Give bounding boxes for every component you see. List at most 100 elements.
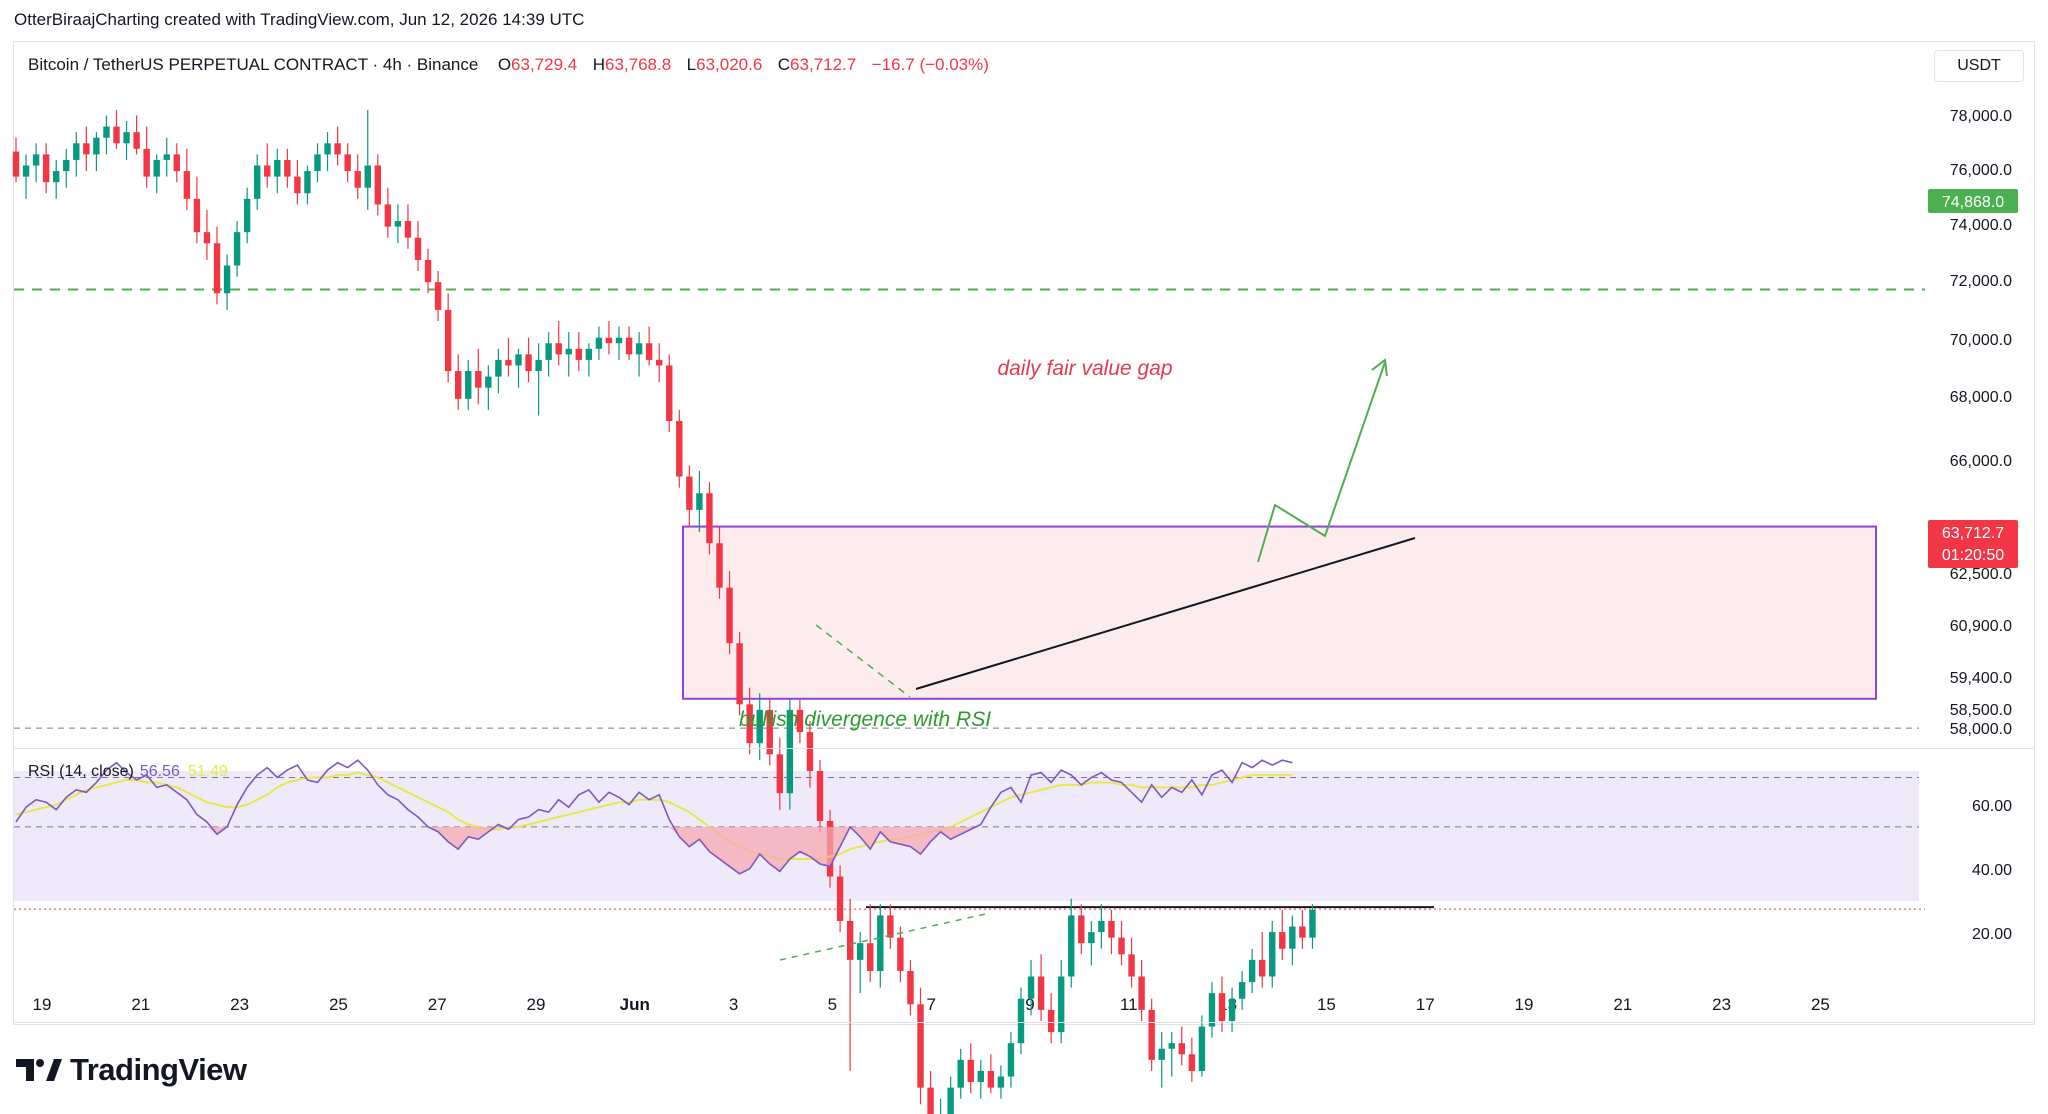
candle bbox=[133, 115, 140, 155]
candle bbox=[676, 409, 683, 488]
rsi-bands bbox=[14, 727, 1919, 828]
time-tick-label: 21 bbox=[1613, 995, 1632, 1014]
candle bbox=[344, 143, 351, 183]
candle bbox=[786, 698, 794, 810]
high-value: 63,768.8 bbox=[604, 55, 672, 74]
candle bbox=[967, 1043, 974, 1094]
rsi-oversold-segment bbox=[799, 826, 810, 857]
candle bbox=[1007, 1032, 1015, 1088]
candle bbox=[877, 904, 884, 988]
rsi-oversold-segment bbox=[769, 826, 780, 872]
candle bbox=[264, 143, 271, 188]
candle bbox=[645, 326, 653, 366]
candle bbox=[545, 332, 552, 377]
divergence-price-line bbox=[815, 624, 911, 698]
time-tick-label: 25 bbox=[1811, 995, 1830, 1014]
price-tick-label: 68,000.0 bbox=[1950, 389, 2012, 406]
rsi-oversold-segment bbox=[789, 826, 800, 860]
candle bbox=[284, 148, 291, 188]
rsi-line bbox=[15, 759, 1293, 875]
candle bbox=[294, 159, 301, 205]
divergence-label: bullish divergence with RSI bbox=[739, 708, 991, 731]
candle bbox=[1259, 932, 1266, 988]
rsi-ma-line bbox=[15, 771, 1293, 861]
time-tick-label: 29 bbox=[527, 995, 546, 1014]
rsi-oversold-segment bbox=[809, 826, 820, 864]
open-label: O bbox=[497, 55, 512, 74]
candle bbox=[1279, 909, 1286, 960]
candle bbox=[666, 354, 673, 433]
currency-button[interactable]: USDT bbox=[1934, 50, 2024, 82]
candle bbox=[887, 904, 894, 949]
candle bbox=[485, 365, 492, 410]
candle bbox=[1037, 954, 1045, 1021]
candle bbox=[1017, 987, 1025, 1055]
time-tick-label: 9 bbox=[1025, 995, 1034, 1014]
rsi-oversold-segment bbox=[438, 826, 449, 842]
price-axis[interactable]: 78,000.0 76,000.0 74,000.0 72,000.0 70,000.0… bbox=[1950, 108, 2012, 738]
rsi-legend[interactable]: RSI (14, close) 56.56 51.49 bbox=[28, 763, 228, 781]
candle bbox=[535, 343, 542, 416]
ascending-trendline bbox=[915, 537, 1416, 690]
candle bbox=[424, 248, 432, 294]
candle bbox=[444, 293, 452, 383]
candle bbox=[846, 898, 854, 1071]
candle bbox=[897, 926, 904, 983]
candle bbox=[1047, 993, 1055, 1044]
candle bbox=[495, 348, 502, 394]
candle bbox=[434, 271, 442, 322]
rsi-axis[interactable]: 60.00 40.00 20.00 bbox=[1972, 798, 2012, 943]
divergence-rsi-line bbox=[779, 912, 991, 961]
candle bbox=[1198, 1015, 1206, 1077]
candle bbox=[1158, 1032, 1165, 1088]
candle bbox=[394, 204, 402, 244]
candle bbox=[605, 321, 613, 355]
time-axis[interactable]: 19 21 23 25 27 29 Jun 3 5 7 9 11 13 15 17 19 21 23 25 bbox=[33, 995, 1830, 1014]
rsi-oversold-segment bbox=[950, 826, 961, 840]
time-tick-label: 19 bbox=[33, 995, 52, 1014]
candle bbox=[555, 321, 562, 366]
rsi-oversold-segment bbox=[749, 826, 760, 869]
candle bbox=[716, 526, 723, 599]
price-tick-label: 70,000.0 bbox=[1950, 332, 2012, 349]
tradingview-logo[interactable]: TradingView bbox=[16, 1052, 247, 1088]
candle bbox=[1269, 920, 1276, 988]
candle bbox=[1108, 909, 1115, 955]
candle bbox=[957, 1048, 964, 1099]
candle bbox=[414, 221, 422, 272]
candle bbox=[1138, 959, 1145, 1021]
candle bbox=[505, 337, 512, 377]
candle bbox=[12, 137, 20, 183]
candle bbox=[1098, 904, 1105, 949]
projection-arrowhead bbox=[1371, 358, 1388, 377]
rsi-oversold-segment bbox=[448, 826, 459, 850]
price-tick-label: 72,000.0 bbox=[1950, 273, 2012, 290]
time-tick-label: 27 bbox=[428, 995, 447, 1014]
symbol-name[interactable]: Bitcoin / TetherUS PERPETUAL CONTRACT · … bbox=[28, 55, 479, 74]
time-tick-label: 5 bbox=[828, 995, 837, 1014]
rsi-oversold-segment bbox=[759, 826, 770, 864]
price-tick-label: 58,500.0 bbox=[1950, 702, 2012, 719]
rsi-oversold-segment bbox=[719, 826, 730, 867]
rsi-oversold-segment bbox=[699, 826, 710, 852]
time-tick-label: 21 bbox=[131, 995, 150, 1014]
tradingview-wordmark: TradingView bbox=[70, 1052, 247, 1087]
candle bbox=[1088, 920, 1095, 966]
candle bbox=[515, 348, 522, 388]
rsi-oversold-segment bbox=[830, 826, 841, 867]
rsi-oversold-segment bbox=[820, 826, 831, 867]
candle bbox=[1168, 1032, 1175, 1077]
candle bbox=[1248, 948, 1256, 994]
candle bbox=[304, 165, 311, 205]
candle bbox=[907, 959, 914, 1016]
candle bbox=[1238, 970, 1246, 1010]
candle bbox=[334, 126, 341, 166]
time-tick-label: Jun bbox=[620, 995, 650, 1014]
candle bbox=[153, 154, 160, 194]
low-value: 63,020.6 bbox=[696, 55, 763, 74]
time-axis-separator bbox=[14, 1022, 2034, 1023]
candle bbox=[53, 159, 60, 199]
candle bbox=[997, 1065, 1005, 1099]
candle bbox=[1289, 915, 1296, 966]
